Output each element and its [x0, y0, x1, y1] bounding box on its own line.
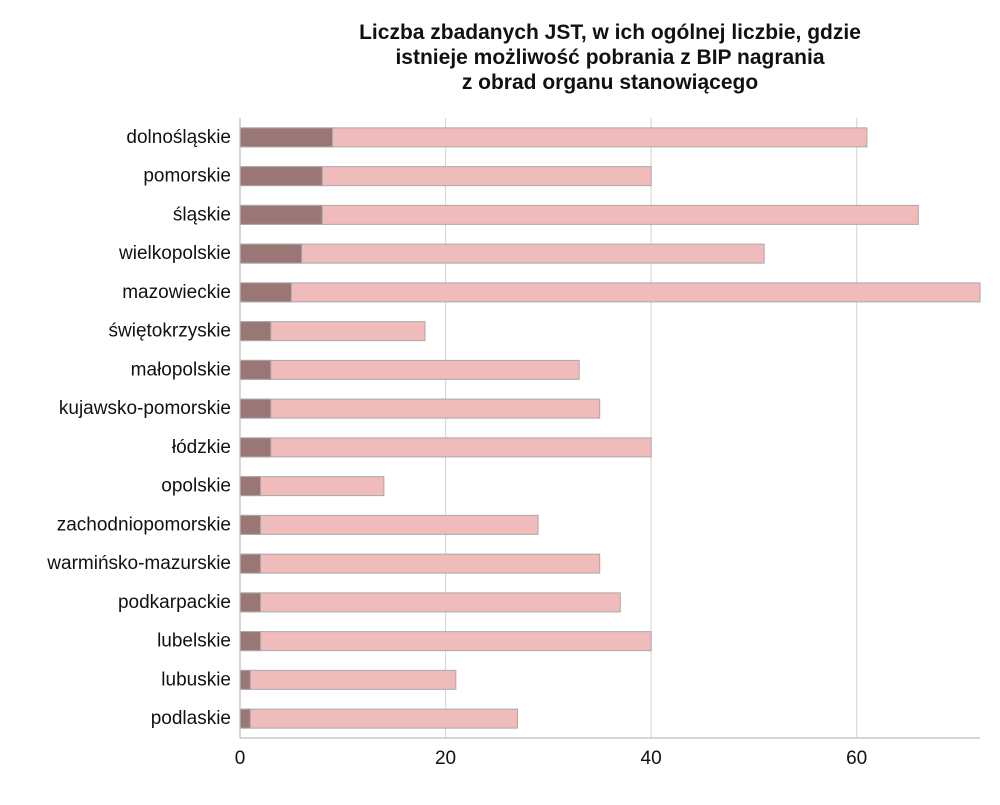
- bar-series1-12: [239, 553, 601, 574]
- bar-series1-4: [239, 243, 765, 264]
- bar-series0-10: [239, 476, 262, 497]
- category-label-4: wielkopolskie: [118, 243, 231, 264]
- x-tick-label-3: 60: [846, 748, 867, 769]
- category-label-5: mazowieckie: [122, 282, 231, 303]
- bar-series0-8: [239, 398, 272, 419]
- chart-title: Liczba zbadanych JST, w ich ogólnej licz…: [240, 20, 980, 95]
- bar-series0-13: [239, 592, 262, 613]
- bar-series0-2: [239, 166, 323, 187]
- bar-series1-13: [239, 592, 621, 613]
- bar-series0-3: [239, 204, 323, 225]
- bar-series0-11: [239, 514, 262, 535]
- category-label-14: lubelskie: [157, 631, 231, 652]
- category-label-8: kujawsko-pomorskie: [59, 398, 231, 419]
- bar-series0-6: [239, 321, 272, 342]
- bar-series1-3: [239, 204, 919, 225]
- bar-series1-14: [239, 631, 652, 652]
- category-label-15: lubuskie: [161, 669, 231, 690]
- bar-series1-15: [239, 669, 457, 690]
- category-label-2: pomorskie: [143, 166, 231, 187]
- bar-series1-8: [239, 398, 601, 419]
- category-label-16: podlaskie: [151, 708, 231, 729]
- chart-title-line-1: Liczba zbadanych JST, w ich ogólnej licz…: [359, 21, 861, 44]
- bar-series0-16: [239, 708, 251, 729]
- bar-series0-5: [239, 282, 292, 303]
- category-label-9: łódzkie: [172, 437, 231, 458]
- chart-title-line-2: istnieje możliwość pobrania z BIP nagran…: [395, 46, 825, 69]
- bar-series0-12: [239, 553, 262, 574]
- bar-series1-16: [239, 708, 518, 729]
- bar-series0-14: [239, 631, 262, 652]
- bar-series1-7: [239, 359, 580, 380]
- bar-series1-1: [239, 127, 868, 148]
- bar-series0-1: [239, 127, 333, 148]
- category-label-11: zachodniopomorskie: [57, 514, 231, 535]
- bar-series0-15: [239, 669, 251, 690]
- x-tick-label-0: 0: [235, 748, 246, 769]
- x-tick-label-2: 40: [641, 748, 662, 769]
- chart-title-line-3: z obrad organu stanowiącego: [461, 71, 759, 94]
- category-label-10: opolskie: [161, 476, 231, 497]
- category-label-1: dolnośląskie: [126, 127, 231, 148]
- category-label-13: podkarpackie: [118, 592, 231, 613]
- bar-series0-9: [239, 437, 272, 458]
- bar-series0-7: [239, 359, 272, 380]
- x-tick-label-1: 20: [435, 748, 456, 769]
- category-label-3: śląskie: [173, 204, 231, 225]
- category-label-7: małopolskie: [131, 359, 231, 380]
- bar-series0-4: [239, 243, 303, 264]
- category-label-12: warmińsko-mazurskie: [46, 553, 231, 574]
- bar-series1-11: [239, 514, 539, 535]
- bar-series1-5: [239, 282, 981, 303]
- category-label-6: świętokrzyskie: [109, 321, 231, 342]
- bar-series1-10: [239, 476, 385, 497]
- bar-series1-9: [239, 437, 652, 458]
